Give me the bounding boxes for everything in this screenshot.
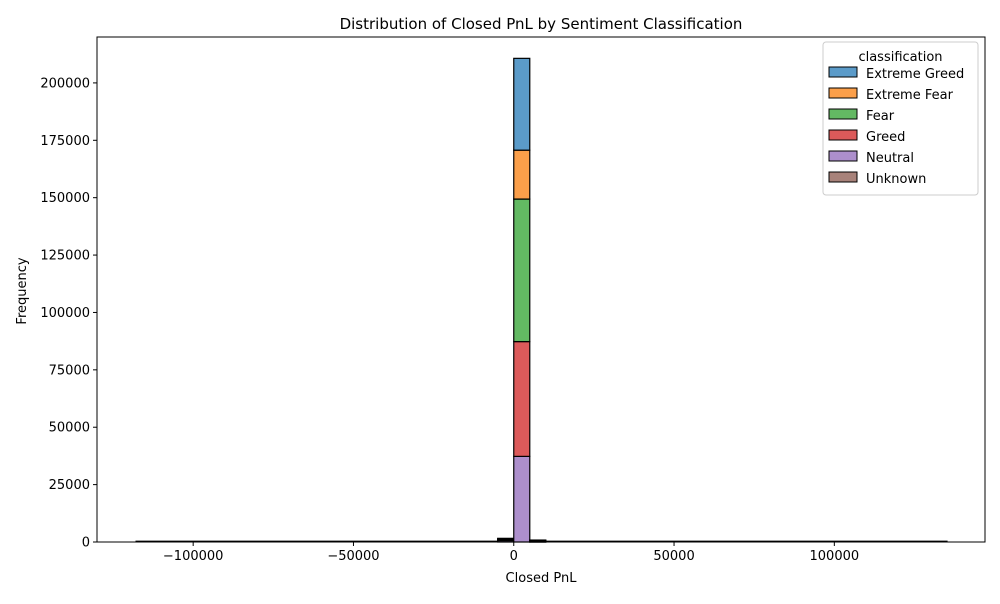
bar-bin-1-extreme-fear [513,149,531,200]
legend-label-neutral: Neutral [866,151,914,166]
bar-bin-1-neutral [513,455,531,543]
y-tick-label: 100000 [40,306,90,321]
legend-swatch-extreme-fear [828,87,858,99]
legend-title: classification [858,50,942,65]
bar-bin-1-fear [513,198,531,343]
x-tick-label: 100000 [810,549,860,564]
x-tick-label: 0 [510,549,518,564]
legend-swatch-greed [828,129,858,141]
legend-swatch-unknown [828,171,858,183]
y-tick-label: 175000 [40,134,90,149]
x-tick-label: −50000 [327,549,379,564]
chart-title: Distribution of Closed PnL by Sentiment … [340,15,743,33]
y-tick-label: 25000 [49,478,90,493]
bars-group [135,57,948,543]
y-tick-label: 125000 [40,249,90,264]
y-tick-label: 75000 [49,363,90,378]
legend-label-extreme-fear: Extreme Fear [866,88,954,103]
legend-box [822,41,979,196]
y-tick-label: 150000 [40,191,90,206]
bar-bin-0-extreme-greed [497,537,515,540]
legend-label-extreme-greed: Extreme Greed [866,67,964,82]
bar-bin-1-extreme-greed [513,57,531,151]
legend-swatch-fear [828,108,858,120]
x-axis-label: Closed PnL [506,571,578,586]
bar-bin-1-greed [513,341,531,457]
legend-swatch-neutral [828,150,858,162]
legend-label-unknown: Unknown [866,172,926,187]
plot-frame [96,36,986,543]
bar-bin-2-extreme-greed [529,539,547,542]
y-axis-label: Frequency [15,257,30,324]
legend-label-greed: Greed [866,130,905,145]
legend: classification Extreme Greed Extreme Fear F… [822,41,979,196]
x-tick-label: 50000 [653,549,694,564]
x-tick-label: −100000 [163,549,224,564]
axes-group: −100000 −50000 0 50000 100000 0 25000 50000 7500… [40,36,986,564]
legend-label-fear: Fear [866,109,895,124]
y-tick-label: 50000 [49,421,90,436]
y-tick-label: 200000 [40,76,90,91]
legend-swatch-extreme-greed [828,66,858,78]
y-tick-label: 0 [82,536,90,551]
